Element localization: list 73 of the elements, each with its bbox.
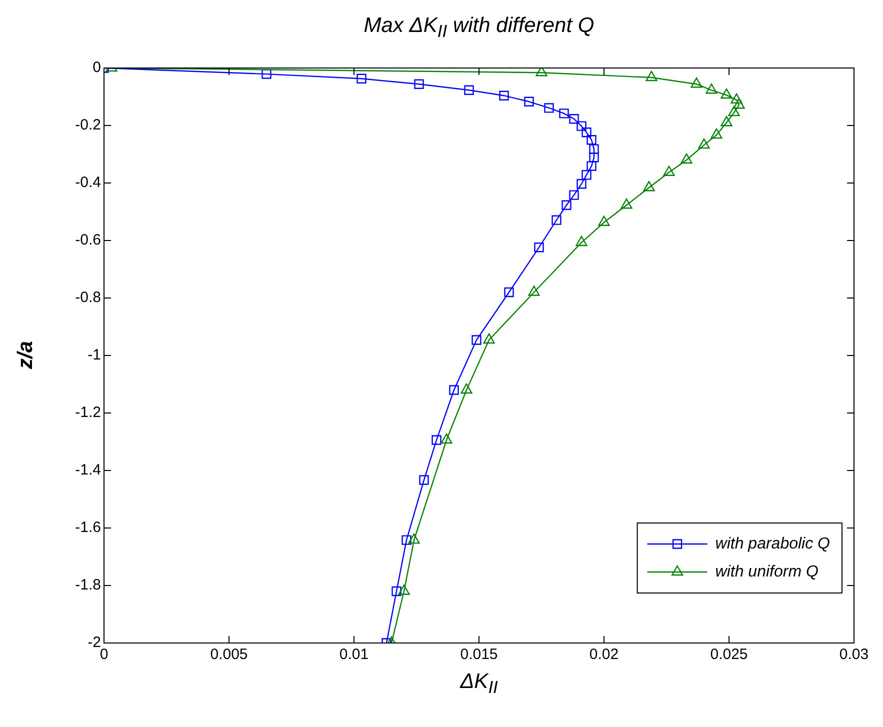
point <box>586 135 596 145</box>
point <box>559 108 569 118</box>
point <box>690 78 702 88</box>
point <box>472 335 482 345</box>
point <box>562 200 572 210</box>
y-tick-label: -0.4 <box>75 174 101 192</box>
point <box>460 383 472 394</box>
y-tick-label: -1.4 <box>75 462 101 479</box>
point <box>504 287 514 298</box>
point <box>569 114 579 124</box>
point <box>643 181 655 192</box>
point <box>620 198 632 209</box>
point <box>432 435 442 445</box>
chart-title: Max ΔK$_{II}$ with different Q <box>362 14 596 42</box>
point <box>569 190 579 200</box>
point <box>576 236 588 246</box>
point <box>698 138 710 149</box>
point <box>733 98 745 109</box>
y-tick-label: -1 <box>88 346 101 364</box>
point <box>728 106 740 116</box>
legend-label: with uniform Q <box>715 563 818 580</box>
y-tick-label: -0.8 <box>75 289 101 306</box>
point <box>536 68 548 76</box>
y-tick-label: -0.2 <box>75 116 101 134</box>
x-axis-title: ΔK$_{II}$ <box>458 670 499 698</box>
legend-label: with parabolic Q <box>715 535 830 552</box>
point <box>419 475 429 485</box>
point <box>408 533 420 544</box>
point <box>706 84 718 94</box>
point <box>710 128 722 139</box>
x-tick-label: 0.015 <box>460 646 498 664</box>
point <box>534 242 544 252</box>
point <box>524 96 534 106</box>
point <box>720 116 732 126</box>
point <box>392 586 402 596</box>
point <box>552 215 562 225</box>
point <box>586 161 596 171</box>
point <box>680 153 692 164</box>
y-tick-label: -2 <box>88 634 101 652</box>
point <box>402 535 412 545</box>
point <box>598 216 610 226</box>
x-tick-label: 0.03 <box>839 646 869 664</box>
point <box>576 179 586 189</box>
point <box>582 170 592 180</box>
point <box>414 79 424 89</box>
point <box>646 70 658 82</box>
point <box>589 152 599 162</box>
point <box>356 74 366 84</box>
y-tick-label: 0 <box>92 59 101 76</box>
x-tick-label: 0.025 <box>710 646 748 664</box>
point <box>528 286 540 296</box>
y-tick-label: -0.6 <box>75 232 101 249</box>
x-tick-label: 0.005 <box>210 646 248 664</box>
point <box>589 144 599 154</box>
point <box>499 90 509 100</box>
y-axis-title: z/a <box>14 340 38 370</box>
y-tick-label: -1.6 <box>75 519 101 536</box>
x-tick-label: 0.02 <box>589 646 619 664</box>
point <box>449 385 459 395</box>
point <box>663 166 675 176</box>
point <box>440 433 452 444</box>
point <box>720 88 732 99</box>
point <box>576 121 586 131</box>
point <box>483 333 495 344</box>
point <box>262 69 272 79</box>
y-tick-label: -1.8 <box>75 576 101 594</box>
point <box>582 128 592 138</box>
y-tick-label: -1.2 <box>75 404 101 422</box>
point <box>730 93 742 104</box>
point <box>544 103 554 113</box>
point <box>464 85 474 95</box>
point <box>398 584 410 595</box>
x-tick-label: 0.01 <box>339 646 369 664</box>
